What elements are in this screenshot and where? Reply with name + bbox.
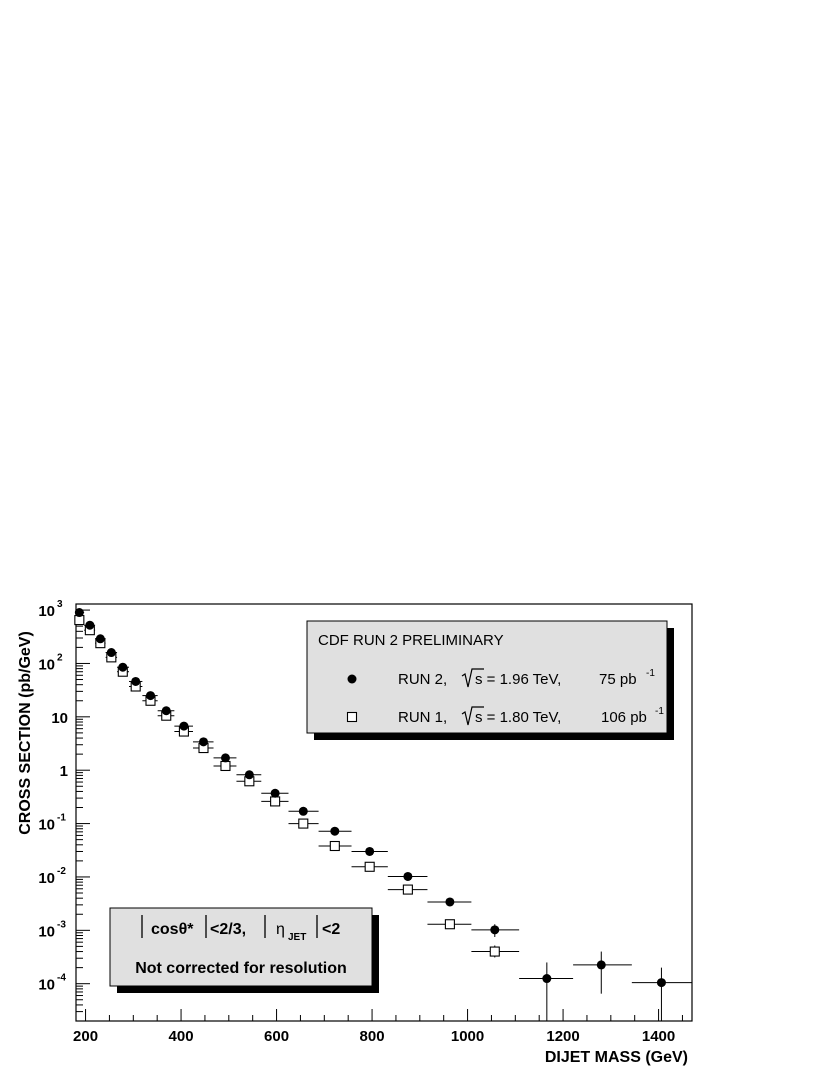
legend-run2-marker	[347, 674, 357, 684]
x-tick-label: 1000	[451, 1028, 484, 1045]
run1-data-point	[402, 884, 413, 895]
legend-run2-sqrt-icon	[461, 668, 484, 688]
run2-data-point	[656, 978, 666, 988]
run2-data-point	[179, 721, 189, 731]
y-tick-label: 10	[38, 656, 55, 673]
run2-data-point	[85, 620, 95, 630]
y-tick-label: 10	[38, 870, 55, 887]
run1-data-point	[329, 840, 340, 852]
x-axis-ticks	[85, 1009, 683, 1021]
y-tick-exponent: 2	[57, 652, 63, 663]
run2-data-point	[161, 706, 171, 716]
run2-data-point	[118, 662, 128, 672]
run2-data-point	[95, 634, 105, 644]
series-run2	[74, 608, 692, 1021]
cuts-cos-theta: cosθ*	[151, 921, 194, 938]
run1-data-point	[364, 861, 375, 872]
run2-data-point	[365, 846, 375, 856]
run2-data-point	[403, 871, 413, 881]
legend-run1-lumi: 106 pb	[601, 709, 647, 726]
x-tick-label: 1200	[546, 1028, 579, 1045]
legend-run1-lumi-exp: -1	[655, 706, 664, 717]
y-tick-exponent: 3	[57, 599, 63, 610]
legend-title: CDF RUN 2 PRELIMINARY	[318, 632, 504, 649]
cuts-box	[109, 907, 373, 987]
y-tick-label: 10	[38, 977, 55, 994]
run2-data-point	[542, 974, 552, 984]
run1-data-point	[298, 818, 309, 829]
series-run1	[74, 615, 520, 958]
run2-data-point	[490, 925, 500, 935]
y-tick-label: 10	[51, 710, 68, 727]
cuts-eta-limit: <2	[322, 921, 340, 938]
run2-data-point	[244, 770, 254, 780]
x-tick-label: 400	[169, 1028, 194, 1045]
y-tick-label: 1	[60, 763, 68, 780]
y-axis-ticks	[76, 609, 90, 1022]
legend-run1-sqrt-icon	[461, 706, 484, 726]
x-tick-label: 200	[73, 1028, 98, 1045]
x-axis-title: DIJET MASS (GeV)	[545, 1049, 688, 1066]
cuts-eta-sub: JET	[288, 932, 306, 943]
run2-data-point	[298, 806, 308, 816]
legend: CDF RUN 2 PRELIMINARY RUN 2, s = 1.96 Te…	[306, 620, 674, 740]
x-tick-label: 600	[264, 1028, 289, 1045]
run1-data-point	[220, 760, 231, 772]
y-tick-exponent: -4	[57, 973, 66, 984]
run2-data-point	[131, 676, 141, 686]
run2-data-point	[330, 826, 340, 836]
y-tick-exponent: -3	[57, 919, 66, 930]
cuts-cos-limit: <2/3,	[210, 921, 246, 938]
run2-data-point	[445, 897, 455, 907]
y-axis-title: CROSS SECTION (pb/GeV)	[17, 631, 34, 835]
legend-box	[306, 620, 668, 734]
legend-run1-marker	[346, 711, 358, 723]
plot-frame	[75, 603, 693, 1022]
run2-data-point	[74, 608, 84, 618]
resolution-note: Not corrected for resolution	[135, 960, 347, 977]
y-tick-exponent: -2	[57, 866, 66, 877]
legend-run2-lumi: 75 pb	[599, 671, 637, 688]
run1-data-point	[444, 919, 455, 930]
run2-data-point	[596, 960, 606, 970]
cuts-annotation: cosθ* <2/3, η JET <2 Not corrected for r…	[109, 907, 379, 993]
run2-data-point	[145, 691, 155, 701]
legend-run2-energy: s = 1.96 TeV,	[475, 671, 561, 688]
y-tick-label: 10	[38, 923, 55, 940]
cuts-eta: η	[276, 921, 285, 938]
legend-run1-energy: s = 1.80 TeV,	[475, 709, 561, 726]
x-tick-label: 800	[360, 1028, 385, 1045]
legend-run1-run: RUN 1,	[398, 709, 447, 726]
x-tick-label: 1400	[642, 1028, 675, 1045]
run2-data-point	[270, 788, 280, 798]
x-axis-tick-labels: 200 400 600 800 1000 1200 1400	[73, 1028, 675, 1045]
run2-data-point	[106, 648, 116, 658]
run1-data-point	[489, 946, 500, 957]
y-tick-label: 10	[38, 817, 55, 834]
y-tick-exponent: -1	[57, 813, 66, 824]
run2-data-point	[198, 737, 208, 747]
run2-data-point	[220, 753, 230, 763]
y-tick-label: 10	[38, 603, 55, 620]
legend-run2-lumi-exp: -1	[646, 668, 655, 679]
run1-data-point	[270, 796, 281, 807]
legend-run2-run: RUN 2,	[398, 671, 447, 688]
